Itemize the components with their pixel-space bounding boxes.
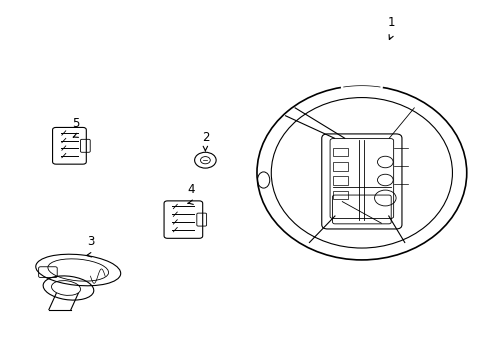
Bar — [332, 148, 347, 156]
Bar — [332, 162, 347, 171]
Text: 1: 1 — [386, 16, 394, 29]
Bar — [332, 176, 347, 185]
Text: 4: 4 — [186, 183, 194, 196]
Text: 3: 3 — [86, 235, 94, 248]
Text: 2: 2 — [201, 131, 209, 144]
Text: 5: 5 — [72, 117, 80, 130]
Bar — [332, 191, 347, 199]
